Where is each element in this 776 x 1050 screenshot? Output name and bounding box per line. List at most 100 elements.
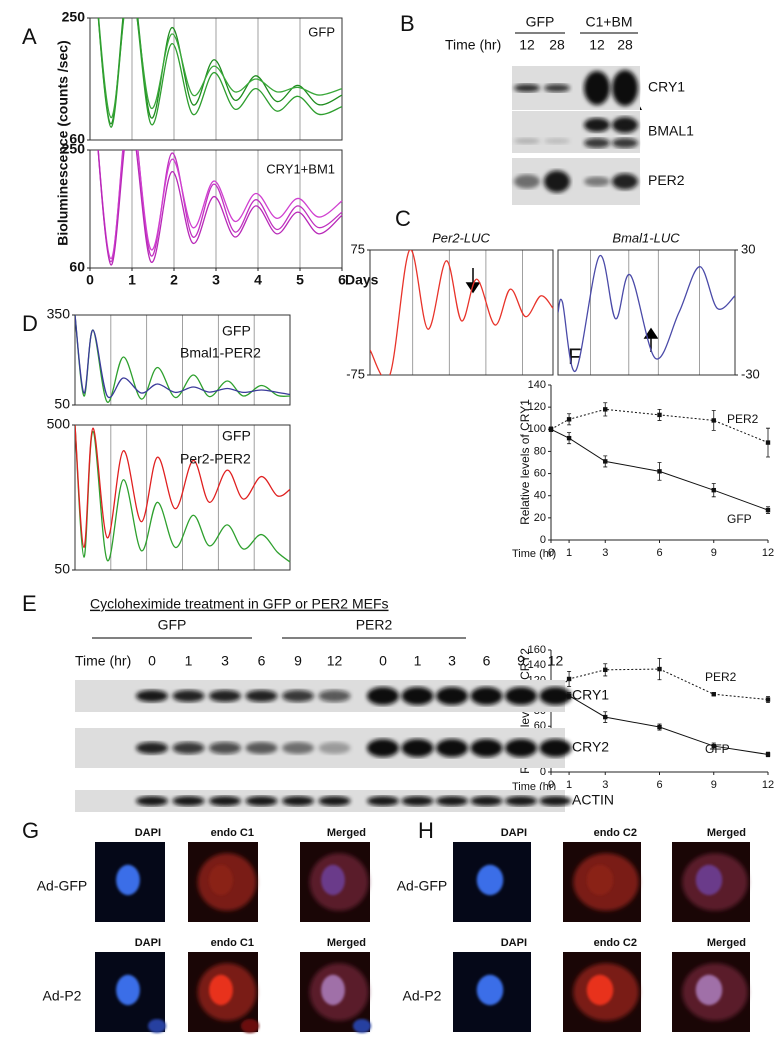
column-label: DAPI bbox=[501, 937, 527, 949]
nucleus bbox=[586, 974, 614, 1006]
nucleus bbox=[116, 864, 140, 896]
x-tick-label: 3 bbox=[602, 547, 608, 559]
data-point bbox=[711, 692, 716, 697]
plot-frame bbox=[557, 249, 736, 376]
series-name: GFP bbox=[222, 323, 251, 339]
blot-band bbox=[505, 687, 537, 705]
series-name: PER2 bbox=[727, 412, 759, 426]
nucleus bbox=[695, 974, 723, 1006]
column-label: endo C2 bbox=[594, 827, 637, 839]
x-tick-label: 3 bbox=[212, 272, 220, 288]
blot-band bbox=[282, 690, 314, 702]
y-tick-label: 0 bbox=[540, 766, 546, 778]
neighbor-cell bbox=[353, 1019, 371, 1033]
blot-band bbox=[245, 742, 278, 754]
blot-band bbox=[282, 796, 314, 806]
x-axis-label: Time (hr) bbox=[512, 781, 556, 793]
blot-band bbox=[470, 687, 503, 705]
lane-label: 3 bbox=[221, 653, 229, 669]
plot-frame bbox=[74, 424, 291, 571]
series-group bbox=[75, 425, 291, 563]
lane-label: 12 bbox=[519, 37, 535, 53]
blot-band bbox=[436, 687, 468, 705]
group-label: GFP bbox=[526, 14, 555, 30]
blot-panel-e: Cycloheximide treatment in GFP or PER2 M… bbox=[75, 596, 614, 812]
series-group bbox=[97, 150, 343, 266]
group-label: C1+BM bbox=[585, 14, 632, 30]
row-label: CRY1 bbox=[648, 79, 685, 95]
y-tick-label: 120 bbox=[528, 401, 546, 413]
data-point bbox=[711, 418, 716, 423]
blot-band bbox=[401, 796, 434, 806]
y-axis-label: Relative levels of CRY1 bbox=[518, 399, 532, 525]
blot-band bbox=[136, 690, 168, 702]
panel-label: E bbox=[22, 591, 37, 616]
blot-band bbox=[584, 118, 610, 132]
data-point bbox=[566, 417, 572, 422]
blot-band bbox=[470, 739, 503, 757]
data-point bbox=[603, 407, 608, 412]
lane-label: 12 bbox=[548, 653, 564, 669]
y-tick-label: 250 bbox=[62, 9, 86, 25]
y-tick-label: 0 bbox=[540, 534, 546, 546]
blot-band bbox=[401, 687, 434, 705]
blot-band bbox=[245, 690, 278, 702]
chart: 50 500 GFP Per2-PER2 bbox=[47, 416, 291, 577]
chart: 50 350 GFP Bmal1-PER2 bbox=[47, 306, 291, 412]
blot-band bbox=[209, 742, 241, 754]
blot-band bbox=[612, 117, 638, 133]
y-tick-label: 60 bbox=[69, 259, 85, 275]
x-tick-label: 2 bbox=[170, 272, 178, 288]
x-tick-label: 0 bbox=[548, 779, 554, 791]
data-line bbox=[558, 255, 736, 372]
panel-label: C bbox=[395, 206, 411, 231]
lane-label: 9 bbox=[294, 653, 302, 669]
panel-label: A bbox=[22, 24, 37, 49]
series-name: GFP bbox=[727, 512, 752, 526]
data-point bbox=[657, 412, 662, 418]
micrograph-panel: Ad-GFP DAPI endo C2 Merged Ad-P2 DAPI endo C2 M… bbox=[397, 827, 750, 1032]
lane-label: 6 bbox=[258, 653, 266, 669]
data-point bbox=[548, 427, 554, 432]
y-tick-label: 40 bbox=[534, 490, 546, 502]
chart: -75 75 Per2-LUC bbox=[346, 230, 554, 381]
blot-band bbox=[514, 174, 540, 189]
nucleus bbox=[116, 974, 140, 1006]
lane-label: 0 bbox=[379, 653, 387, 669]
data-point bbox=[603, 459, 608, 464]
plot-frame bbox=[369, 249, 554, 376]
data-line bbox=[97, 18, 343, 125]
lane-label: 12 bbox=[589, 37, 605, 53]
y-tick-label: 50 bbox=[54, 396, 70, 412]
lane-label: 0 bbox=[148, 653, 156, 669]
y-axis-label: Bioluminescence (counts /sec) bbox=[55, 40, 71, 245]
plot-frame bbox=[74, 314, 291, 406]
row-label: PER2 bbox=[648, 172, 685, 188]
blot-band bbox=[505, 739, 537, 757]
chart: -30 30 Bmal1-LUC bbox=[557, 230, 760, 381]
y-tick-label: 20 bbox=[534, 512, 546, 524]
x-tick-label: 12 bbox=[762, 779, 774, 791]
lane-label: 6 bbox=[483, 653, 491, 669]
blot-band bbox=[136, 742, 168, 754]
data-line bbox=[75, 425, 291, 563]
blot-band bbox=[245, 796, 278, 806]
panel-label: H bbox=[418, 818, 434, 843]
lane-label: 1 bbox=[185, 653, 193, 669]
blot-band bbox=[505, 796, 537, 806]
data-point bbox=[566, 676, 572, 682]
data-point bbox=[603, 667, 608, 673]
blot-band bbox=[172, 690, 205, 702]
blot-band bbox=[401, 739, 434, 757]
blot-band bbox=[544, 138, 570, 144]
blot-band bbox=[584, 176, 610, 187]
x-tick-label: 9 bbox=[711, 547, 717, 559]
blot-band bbox=[539, 739, 572, 757]
series-group bbox=[558, 255, 736, 372]
micrograph-panel: Ad-GFP DAPI endo C1 Merged Ad-P2 DAPI endo C1 M… bbox=[37, 827, 371, 1033]
blot-title: Cycloheximide treatment in GFP or PER2 M… bbox=[90, 596, 389, 612]
data-point bbox=[765, 752, 771, 757]
neighbor-cell bbox=[148, 1019, 166, 1033]
y-tick-label: 500 bbox=[47, 416, 71, 432]
